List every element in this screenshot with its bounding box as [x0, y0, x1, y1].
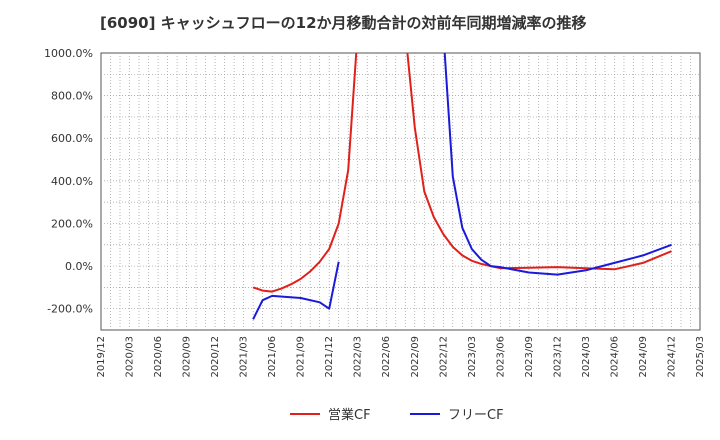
- x-tick-label: 2023/12: [552, 336, 563, 378]
- grid-lines: [101, 53, 700, 330]
- y-tick-label: 0.0%: [65, 260, 93, 273]
- x-tick-label: 2020/03: [125, 336, 136, 378]
- series-line-free-cf: [443, 53, 672, 276]
- series-group: [252, 53, 672, 320]
- legend-label: フリーCF: [448, 408, 504, 423]
- x-tick-label: 2021/03: [239, 336, 250, 378]
- y-tick-label: 200.0%: [51, 217, 93, 230]
- x-tick-label: 2023/03: [467, 336, 478, 378]
- y-tick-label: -200.0%: [47, 303, 93, 316]
- series-line-free-cf: [252, 261, 340, 320]
- y-tick-label: 800.0%: [51, 90, 93, 103]
- plot-area: [100, 52, 701, 331]
- x-axis-ticks: 2019/12 2020/03 2020/06 2020/09 2020/12 2021/…: [96, 336, 706, 378]
- x-tick-label: 2020/12: [210, 336, 221, 378]
- y-axis-ticks: -200.0% 0.0% 200.0% 400.0% 600.0% 800.0% 1000.…: [44, 47, 93, 316]
- x-tick-label: 2023/09: [524, 336, 535, 378]
- x-tick-label: 2022/09: [410, 336, 421, 378]
- x-tick-label: 2020/06: [153, 336, 164, 378]
- x-tick-label: 2022/06: [381, 336, 392, 378]
- x-tick-label: 2020/09: [182, 336, 193, 378]
- x-tick-label: 2024/09: [638, 336, 649, 378]
- x-tick-label: 2019/12: [96, 336, 107, 378]
- x-tick-label: 2023/06: [495, 336, 506, 378]
- y-tick-label: 400.0%: [51, 175, 93, 188]
- x-tick-label: 2025/03: [695, 336, 706, 378]
- y-tick-label: 600.0%: [51, 132, 93, 145]
- series-line-operating-cf: [252, 53, 672, 293]
- x-tick-label: 2024/06: [609, 336, 620, 378]
- x-tick-label: 2021/06: [267, 336, 278, 378]
- legend-label: 営業CF: [328, 407, 371, 423]
- legend: 営業CF フリーCF: [290, 407, 504, 423]
- x-tick-label: 2021/12: [324, 336, 335, 378]
- x-tick-label: 2024/12: [666, 336, 677, 378]
- x-tick-label: 2021/09: [296, 336, 307, 378]
- chart-title: [6090] キャッシュフローの12か月移動合計の対前年同期増減率の推移: [100, 14, 587, 32]
- x-tick-label: 2022/03: [353, 336, 364, 378]
- x-tick-label: 2024/03: [581, 336, 592, 378]
- x-tick-label: 2022/12: [438, 336, 449, 378]
- y-tick-label: 1000.0%: [44, 47, 93, 60]
